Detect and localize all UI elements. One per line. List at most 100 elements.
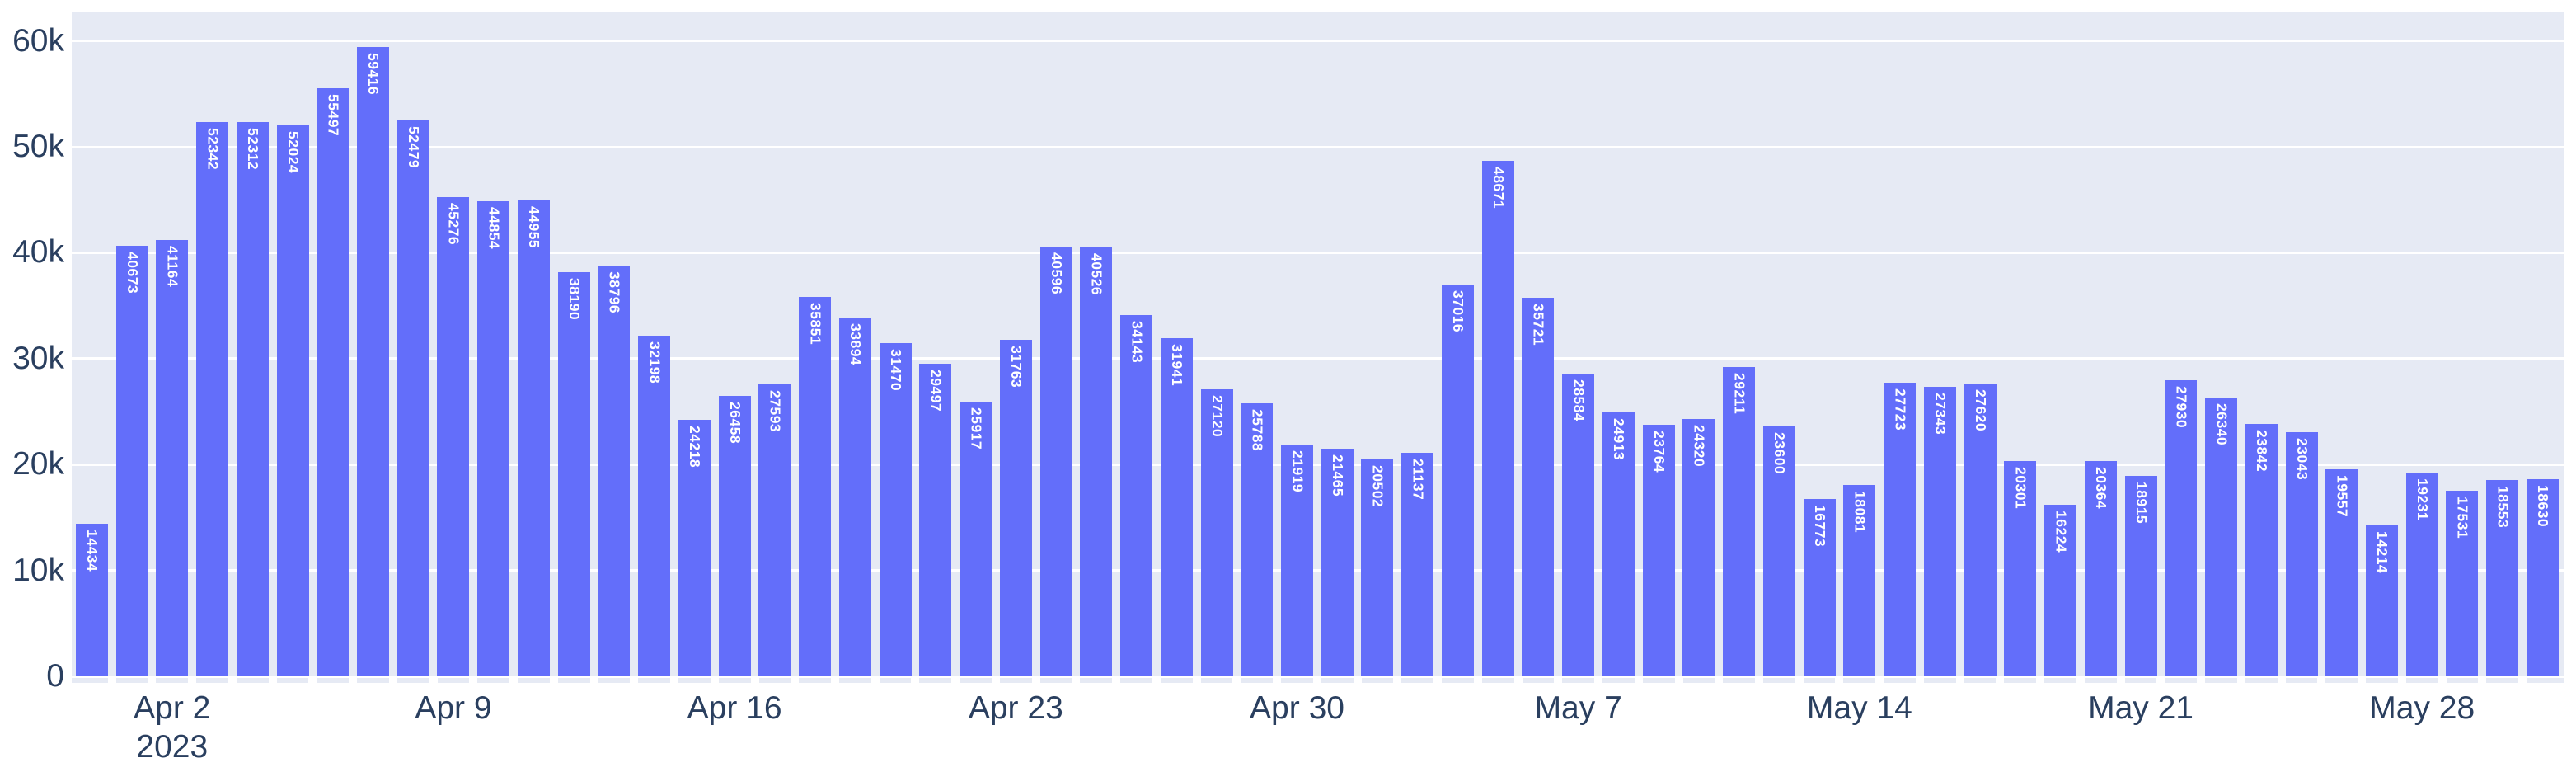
bar-2023-05-04[interactable]: 37016 [1441,284,1474,676]
bar-2023-04-16[interactable]: 26458 [718,396,751,676]
bar-2023-05-16[interactable]: 27343 [1923,386,1956,676]
bar-2023-05-24[interactable]: 23842 [2245,423,2278,676]
bar-value-label: 40596 [1048,252,1065,294]
x-axis-tick-mark [589,675,598,683]
bar-2023-05-21[interactable]: 18915 [2124,476,2157,676]
bar-value-label: 41164 [164,246,181,288]
bar-2023-05-25[interactable]: 23043 [2285,432,2318,676]
bar-2023-05-31[interactable]: 18630 [2526,478,2559,676]
y-tick-label-10k: 10k [12,552,64,588]
bar-value-label: 52312 [245,128,261,171]
x-axis-tick-mark [1554,675,1563,683]
bar-2023-05-15[interactable]: 27723 [1884,383,1917,676]
bar-2023-04-27[interactable]: 31941 [1160,337,1193,676]
bar-2023-05-23[interactable]: 26340 [2205,397,2238,676]
bar-2023-05-05[interactable]: 48671 [1481,161,1514,676]
x-tick-label-may-28: May 28 [2282,689,2562,727]
bar-value-label: 27593 [767,389,784,432]
bar-2023-04-08[interactable]: 52479 [396,120,429,676]
bar-2023-05-19[interactable]: 16224 [2044,504,2077,676]
bar-2023-05-30[interactable]: 18553 [2486,479,2519,676]
x-axis-tick-mark [1433,675,1443,683]
bar-2023-04-03[interactable]: 52342 [196,121,229,676]
bar-2023-05-02[interactable]: 20502 [1361,459,1394,676]
x-axis-tick-mark [1112,675,1121,683]
bar-2023-04-19[interactable]: 33894 [838,317,871,676]
bar-value-label: 37016 [1450,290,1467,332]
bar-2023-05-06[interactable]: 35721 [1522,298,1555,676]
bar-2023-05-22[interactable]: 27930 [2165,380,2198,676]
bar-2023-04-24[interactable]: 40596 [1039,246,1072,676]
bar-2023-04-28[interactable]: 27120 [1200,388,1233,676]
bar-2023-05-13[interactable]: 16773 [1803,498,1836,676]
x-tick-label-may-7: May 7 [1438,689,1719,727]
bar-2023-04-11[interactable]: 44955 [517,200,550,676]
bar-2023-05-20[interactable]: 20364 [2084,460,2117,676]
bar-2023-04-07[interactable]: 59416 [356,47,389,676]
x-axis-tick-mark [1674,675,1683,683]
bar-2023-04-01[interactable]: 40673 [115,245,148,676]
bar-2023-04-02[interactable]: 41164 [156,240,189,676]
x-tick-date: May 7 [1534,690,1622,726]
bar-2023-05-09[interactable]: 23764 [1642,424,1675,676]
bar-2023-03-31[interactable]: 14434 [75,523,108,676]
bar-2023-04-14[interactable]: 32198 [638,335,671,676]
x-axis-tick-mark [469,675,478,683]
bar-2023-05-10[interactable]: 24320 [1682,418,1715,676]
x-axis-tick-mark [1393,675,1402,683]
bar-2023-04-30[interactable]: 21919 [1281,444,1313,676]
bar-value-label: 45276 [445,202,462,245]
bar-value-label: 44955 [526,205,543,248]
bar-2023-04-05[interactable]: 52024 [276,125,309,676]
bar-2023-05-29[interactable]: 17531 [2446,490,2479,676]
bar-2023-04-26[interactable]: 34143 [1120,314,1153,676]
bar-2023-04-22[interactable]: 25917 [960,402,992,676]
x-axis-tick-mark [2076,675,2085,683]
bar-2023-04-21[interactable]: 29497 [919,364,952,676]
bar-2023-04-13[interactable]: 38796 [598,265,631,676]
x-tick-date: Apr 23 [968,690,1063,726]
bar-2023-05-26[interactable]: 19557 [2325,468,2358,676]
bar-2023-05-08[interactable]: 24913 [1602,412,1635,676]
x-axis-tick-mark [509,675,518,683]
bar-2023-05-01[interactable]: 21465 [1321,449,1354,676]
bar-2023-05-28[interactable]: 19231 [2405,473,2438,676]
bar-2023-04-25[interactable]: 40526 [1080,247,1113,676]
x-axis-tick-mark [429,675,438,683]
bar-2023-05-14[interactable]: 18081 [1843,484,1876,676]
bar-2023-05-07[interactable]: 28584 [1562,373,1595,676]
x-axis-tick-mark [549,675,558,683]
bar-2023-04-15[interactable]: 24218 [678,420,711,676]
bar-2023-04-18[interactable]: 35851 [799,296,832,676]
bar-2023-04-29[interactable]: 25788 [1241,402,1274,676]
x-axis-tick-mark [2317,675,2326,683]
bar-2023-05-11[interactable]: 29211 [1723,366,1756,676]
bar-value-label: 35721 [1530,304,1547,346]
bar-2023-05-03[interactable]: 21137 [1401,452,1434,676]
x-axis-tick-mark [2036,675,2045,683]
bar-2023-04-12[interactable]: 38190 [557,271,590,676]
x-axis-tick-mark [1513,675,1523,683]
bar-value-label: 16224 [2053,510,2070,553]
bar-2023-04-17[interactable]: 27593 [758,384,791,676]
bar-2023-04-04[interactable]: 52312 [236,122,269,676]
y-tick-label-50k: 50k [12,129,64,164]
x-axis-tick-mark [268,675,277,683]
bar-2023-05-17[interactable]: 27620 [1964,384,1997,676]
x-tick-date: Apr 9 [415,690,492,726]
x-axis-tick-mark [630,675,639,683]
x-axis-tick-mark [1715,675,1724,683]
bar-2023-04-10[interactable]: 44854 [477,201,510,676]
bar-value-label: 27930 [2173,386,2190,429]
bar-2023-04-23[interactable]: 31763 [999,340,1032,676]
bar-value-label: 23600 [1771,431,1789,475]
gridline-10k [72,569,2564,572]
bar-value-label: 31763 [1008,346,1025,388]
bar-2023-05-27[interactable]: 14214 [2365,525,2398,676]
bar-2023-04-09[interactable]: 45276 [437,196,470,676]
bar-2023-05-12[interactable]: 23600 [1762,426,1795,676]
x-axis-tick-mark [2236,675,2245,683]
bar-2023-04-06[interactable]: 55497 [317,88,350,676]
bar-2023-05-18[interactable]: 20301 [2004,461,2037,676]
bar-2023-04-20[interactable]: 31470 [879,342,912,676]
